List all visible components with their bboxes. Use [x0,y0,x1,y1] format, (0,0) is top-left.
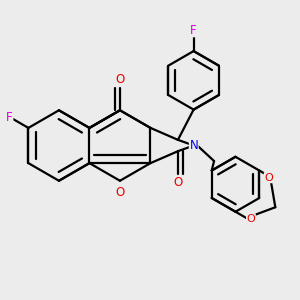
Text: O: O [247,214,255,224]
Text: F: F [6,110,13,124]
Text: O: O [264,173,273,183]
Text: N: N [189,139,198,152]
Text: O: O [173,176,183,189]
Text: O: O [115,73,124,86]
Text: F: F [190,24,197,37]
Text: O: O [115,186,124,199]
